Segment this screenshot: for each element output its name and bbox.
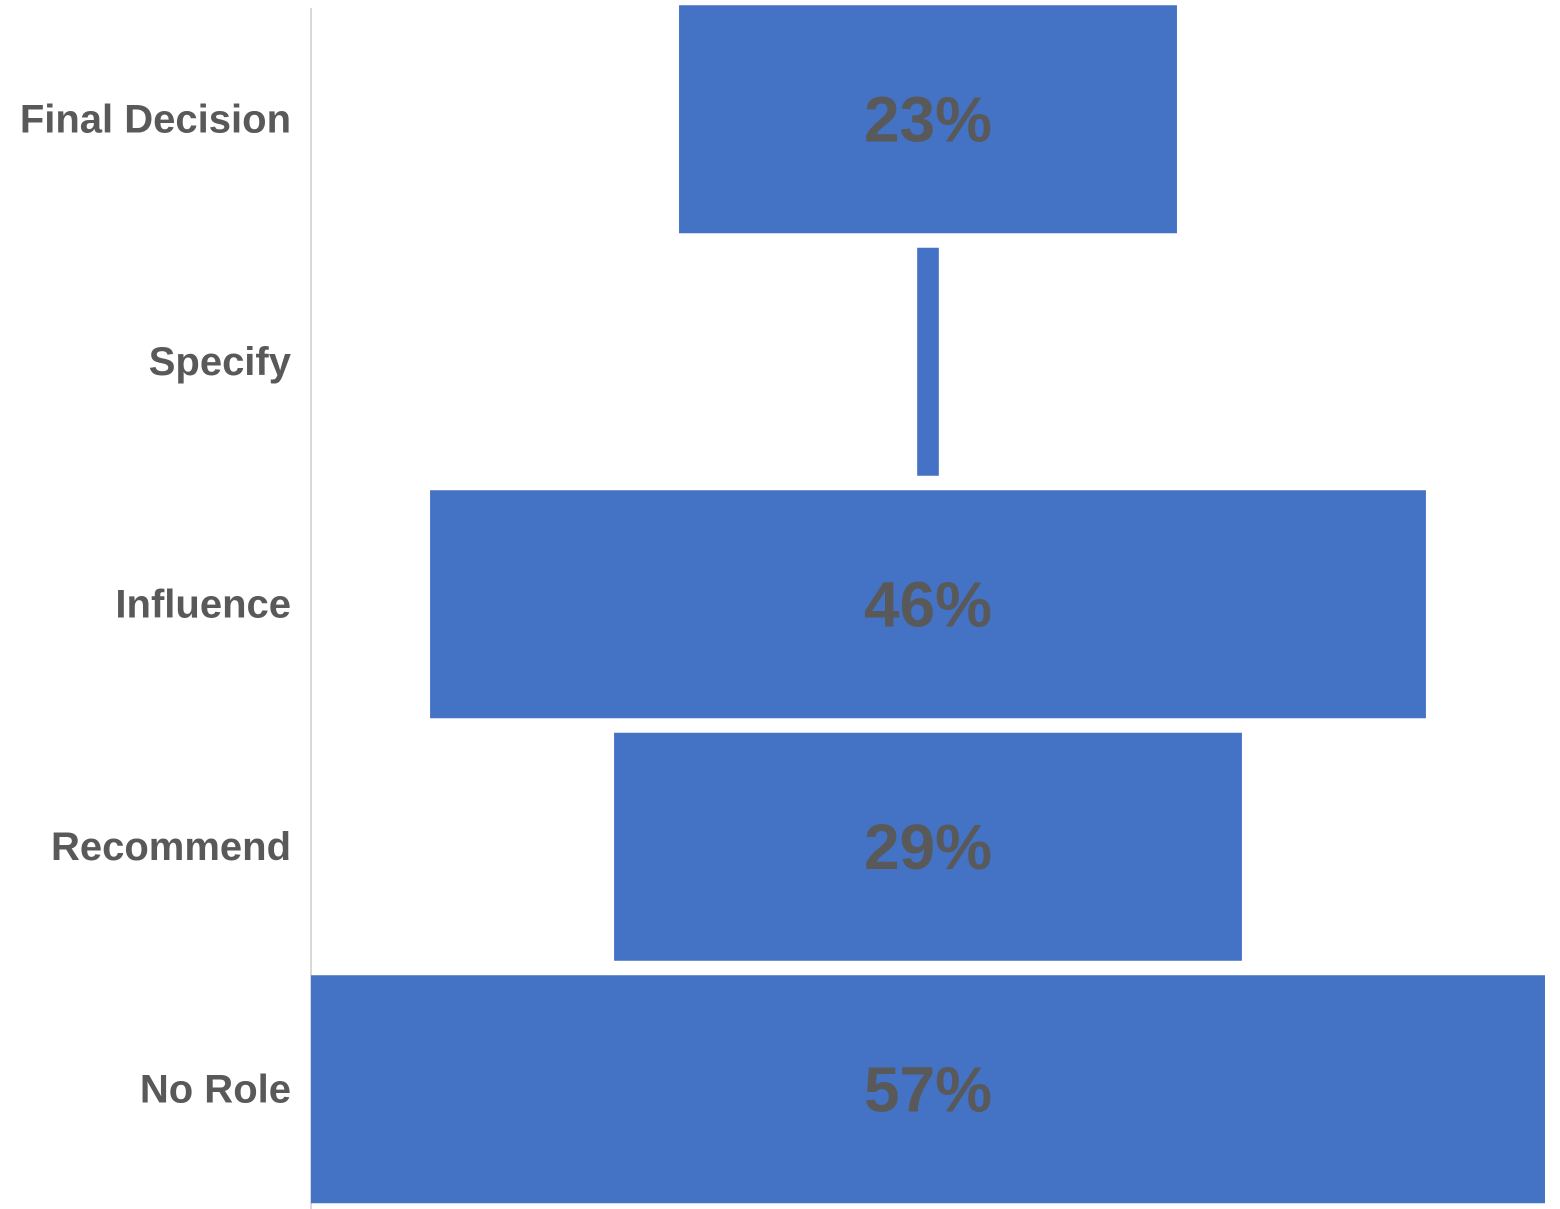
bar-no-role [311, 975, 1545, 1204]
category-label-final-decision: Final Decision [20, 97, 291, 141]
data-labels-group: 23% 46% 29% 57% [864, 83, 992, 1125]
category-label-specify: Specify [149, 340, 292, 384]
category-labels-group: Final Decision Specify Influence Recommend N… [20, 97, 292, 1111]
data-label-no-role: 57% [864, 1053, 992, 1125]
data-label-final-decision: 23% [864, 83, 992, 155]
category-label-no-role: No Role [140, 1067, 291, 1111]
bars-group [311, 5, 1545, 1204]
data-label-influence: 46% [864, 568, 992, 640]
category-label-recommend: Recommend [51, 825, 291, 869]
category-label-influence: Influence [115, 582, 291, 626]
bar-specify [917, 247, 939, 476]
bar-recommend [614, 732, 1242, 961]
data-label-recommend: 29% [864, 811, 992, 883]
bar-influence [430, 490, 1426, 719]
bar-final-decision [679, 5, 1177, 234]
